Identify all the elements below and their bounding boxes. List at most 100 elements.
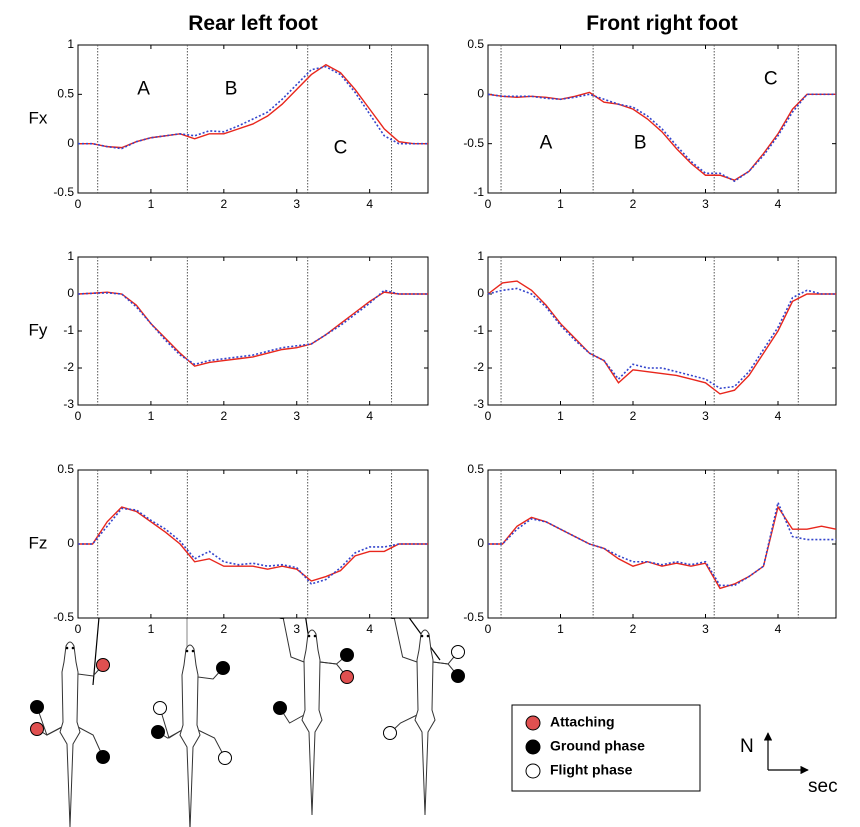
lizard-foot: [216, 661, 230, 675]
y-tick-label: 0: [67, 136, 74, 150]
chart-panel: -3 -2 -1 0 1 0 1 2 3 4: [473, 249, 837, 423]
y-tick-label: -0.5: [53, 610, 74, 624]
y-tick-label: 0.5: [467, 462, 484, 476]
y-tick-label: 0: [477, 87, 484, 101]
data-line: [487, 280, 836, 395]
lizard-foot: [218, 751, 232, 765]
lizard-foot: [340, 670, 354, 684]
phase-label: A: [137, 78, 150, 99]
lizard: [30, 641, 110, 827]
x-tick-label: 1: [557, 197, 564, 211]
data-line: [488, 505, 837, 590]
lizard-leg: [77, 726, 104, 758]
x-tick-label: 2: [630, 622, 637, 636]
column-title: Front right foot: [586, 12, 738, 35]
plot-frame: [77, 469, 429, 619]
lizard-leg: [392, 611, 418, 663]
x-tick-label: 2: [630, 409, 637, 423]
y-tick-label: 0.5: [467, 37, 484, 51]
x-tick-label: 0: [485, 622, 492, 636]
axes-key-x: sec: [808, 776, 838, 797]
x-tick-label: 2: [220, 197, 227, 211]
chart-panel: Fy -3 -2 -1 0 1 0 1 2 3 4: [29, 249, 429, 423]
data-line: [487, 91, 836, 181]
y-tick-label: -2: [473, 360, 484, 374]
plot-frame: [487, 44, 837, 194]
lizard-foot: [383, 726, 397, 740]
phase-label: C: [334, 138, 348, 159]
y-tick-label: -3: [473, 397, 484, 411]
x-tick-label: 3: [293, 622, 300, 636]
lizard-foot: [30, 722, 44, 736]
legend-label: Flight phase: [550, 762, 633, 778]
y-tick-label: 1: [67, 37, 74, 51]
lizard-eye: [420, 634, 424, 638]
phase-label: B: [225, 78, 238, 99]
lizard-foot: [30, 700, 44, 714]
x-tick-label: 0: [75, 622, 82, 636]
x-tick-label: 1: [148, 622, 155, 636]
data-line: [77, 291, 428, 367]
x-tick-label: 0: [75, 197, 82, 211]
y-tick-label: -1: [63, 323, 74, 337]
y-tick-label: -0.5: [463, 136, 484, 150]
lizard-foot: [153, 701, 167, 715]
legend-box: [511, 704, 701, 792]
x-tick-label: 0: [485, 409, 492, 423]
lizard-diagrams: [30, 605, 465, 827]
lizard-leg: [197, 729, 226, 759]
y-tick-label: -0.5: [53, 185, 74, 199]
x-tick-label: 1: [557, 622, 564, 636]
data-line: [78, 507, 428, 585]
legend-marker: [525, 739, 541, 755]
y-tick-label: 0: [477, 286, 484, 300]
lizard-eye: [307, 634, 311, 638]
x-tick-label: 3: [293, 197, 300, 211]
legend-label: Attaching: [550, 714, 615, 730]
legend-marker: [525, 763, 541, 779]
lizard: [273, 605, 354, 816]
y-tick-label: 0.5: [57, 87, 74, 101]
data-line: [77, 289, 428, 366]
lizard-eye: [313, 634, 317, 638]
x-tick-label: 4: [366, 197, 373, 211]
phase-label: A: [540, 133, 553, 154]
x-tick-label: 0: [485, 197, 492, 211]
y-axis-label: Fz: [29, 533, 48, 552]
phase-label: C: [764, 69, 778, 90]
y-tick-label: 0: [67, 286, 74, 300]
lizard-body: [414, 629, 436, 816]
data-line: [78, 506, 428, 582]
y-tick-label: 1: [477, 249, 484, 263]
x-tick-label: 3: [702, 622, 709, 636]
x-tick-label: 4: [775, 197, 782, 211]
lizard-foot: [451, 645, 465, 659]
x-tick-label: 1: [148, 409, 155, 423]
lizard: [383, 605, 465, 816]
lizard-eye: [65, 646, 69, 650]
lizard-foot: [340, 648, 354, 662]
lizard-eye: [191, 649, 195, 653]
y-tick-label: -1: [473, 323, 484, 337]
y-tick-label: 0: [477, 536, 484, 550]
x-tick-label: 3: [702, 409, 709, 423]
x-tick-label: 3: [293, 409, 300, 423]
chart-panel: Front right foot -1 -0.5 0 0.5 0 1 2 3 4 A B C: [463, 12, 837, 211]
lizard-body: [59, 641, 81, 827]
chart-panel: Fz-0.500.50 1 2 3 4: [29, 462, 429, 636]
y-axis-label: Fx: [29, 108, 48, 127]
lizard-eye: [71, 646, 75, 650]
y-axis-label: Fy: [29, 320, 48, 339]
data-line: [78, 65, 428, 150]
lizard-foot: [451, 669, 465, 683]
lizard-foot: [96, 658, 110, 672]
x-tick-label: 1: [148, 197, 155, 211]
legend-label: Ground phase: [550, 738, 645, 754]
lizard: [151, 644, 232, 827]
x-tick-label: 4: [775, 622, 782, 636]
plot-frame: [487, 469, 837, 619]
lizard-eye: [185, 649, 189, 653]
data-line: [487, 287, 836, 390]
